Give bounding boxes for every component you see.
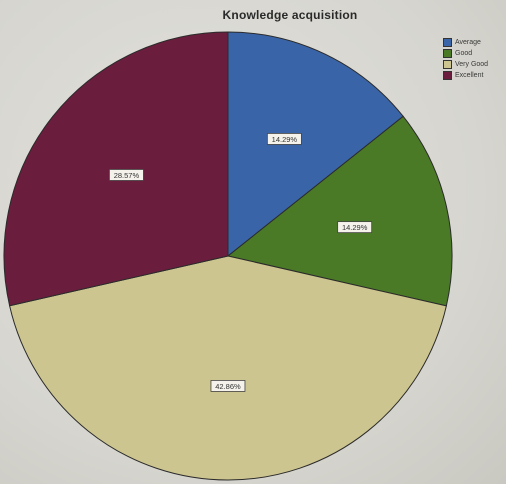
legend-swatch [443, 49, 452, 58]
legend-item-very-good: Very Good [443, 59, 505, 70]
pie-slice-very-good [9, 255, 447, 481]
slice-label-good: 14.29% [337, 221, 373, 234]
legend-swatch [443, 60, 452, 69]
legend-item-excellent: Excellent [443, 70, 505, 81]
slice-label-average: 14.29% [266, 133, 302, 145]
slice-label-very-good: 42.86% [210, 380, 246, 392]
pie-slice-average [227, 31, 404, 258]
slice-label-excellent: 28.57% [109, 169, 144, 181]
legend-swatch [443, 38, 452, 47]
legend-item-good: Good [443, 48, 505, 59]
legend-label: Good [455, 50, 473, 57]
slice-label-text: 14.29% [342, 223, 368, 232]
pie-slice-excellent [3, 31, 229, 307]
legend-item-average: Average [443, 37, 505, 48]
legend-label: Excellent [455, 72, 484, 79]
chart-title: Knowledge acquisition [222, 8, 358, 22]
legend-label: Very Good [455, 61, 489, 68]
legend-swatch [443, 71, 452, 80]
slice-label-text: 28.57% [114, 171, 140, 180]
slice-label-text: 14.29% [272, 135, 298, 144]
legend: Average Good Very Good Excellent [443, 37, 505, 81]
slice-label-text: 42.86% [215, 382, 241, 391]
legend-label: Average [455, 39, 481, 46]
pie-slice-good [226, 115, 453, 307]
